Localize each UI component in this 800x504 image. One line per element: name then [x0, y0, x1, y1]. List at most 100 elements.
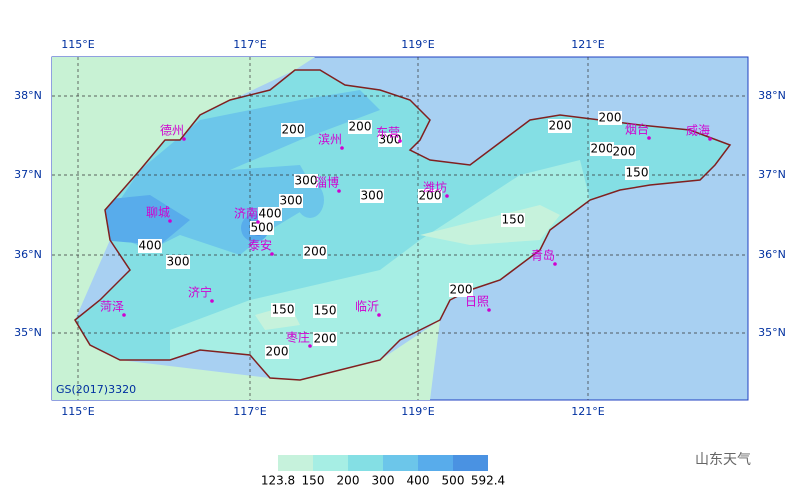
- legend-label: 200: [337, 474, 360, 488]
- contour-label-bg: [548, 119, 572, 133]
- contour-label-bg: [271, 303, 295, 317]
- city-label: 淄博: [315, 175, 339, 190]
- contour-label-bg: [313, 332, 337, 346]
- city-label: 威海: [686, 123, 710, 138]
- lon-label: 121°E: [571, 38, 604, 51]
- city-dot: [708, 137, 712, 141]
- legend-label: 500: [442, 474, 465, 488]
- contour-label: 200: [266, 345, 289, 359]
- city-label: 菏泽: [100, 300, 124, 314]
- city-label: 德州: [160, 123, 184, 138]
- contour-label-bg: [294, 174, 318, 188]
- contour-label: 200: [304, 245, 327, 259]
- contour-label-bg: [590, 142, 614, 156]
- contour-label-bg: [348, 120, 372, 134]
- lon-label: 121°E: [571, 405, 604, 418]
- contour-label-bg: [449, 283, 473, 297]
- city-dot: [308, 344, 312, 348]
- legend-swatch: [418, 455, 453, 471]
- legend-label: 300: [372, 474, 395, 488]
- contour-label: 150: [626, 166, 649, 180]
- contour-label: 300: [379, 133, 402, 147]
- city-dot: [398, 139, 402, 143]
- contour-label: 200: [613, 145, 636, 159]
- contour-label: 150: [502, 213, 525, 227]
- city-label: 聊城: [146, 206, 170, 220]
- contour-label-bg: [279, 194, 303, 208]
- city-label: 日照: [465, 295, 489, 309]
- contour-label-bg: [281, 123, 305, 137]
- contour-label-bg: [303, 245, 327, 259]
- city-label: 临沂: [355, 300, 379, 314]
- legend-label: 123.8: [261, 474, 295, 488]
- lon-label: 119°E: [401, 38, 434, 51]
- city-dot: [340, 146, 344, 150]
- contour-label-bg: [138, 239, 162, 253]
- city-label: 济宁: [188, 285, 212, 300]
- contour-label-bg: [378, 133, 402, 147]
- contour-label-bg: [598, 111, 622, 125]
- contour-label-bg: [258, 207, 282, 221]
- contour-label: 200: [349, 120, 372, 134]
- contour-label: 400: [259, 207, 282, 221]
- lat-label: 38°N: [14, 89, 42, 102]
- lon-label: 119°E: [401, 405, 434, 418]
- contour-label: 300: [167, 255, 190, 269]
- lon-label: 117°E: [233, 38, 266, 51]
- contour-label: 200: [282, 123, 305, 137]
- legend-label: 592.4: [471, 474, 505, 488]
- legend-swatch: [348, 455, 383, 471]
- contour-label-bg: [265, 345, 289, 359]
- contour-label-bg: [313, 304, 337, 318]
- contour-label-bg: [501, 213, 525, 227]
- contour-label: 200: [450, 283, 473, 297]
- city-dot: [377, 313, 381, 317]
- city-dot: [270, 252, 274, 256]
- legend-label: 150: [302, 474, 325, 488]
- city-label: 潍坊: [423, 180, 447, 195]
- legend-swatch: [313, 455, 348, 471]
- city-dot: [445, 194, 449, 198]
- city-label: 泰安: [248, 238, 272, 253]
- contour-label-bg: [612, 145, 636, 159]
- legend-label: 400: [407, 474, 430, 488]
- contour-label-bg: [360, 189, 384, 203]
- lat-label: 37°N: [14, 168, 42, 181]
- contour-label: 150: [314, 304, 337, 318]
- city-dot: [553, 262, 557, 266]
- city-label: 青岛: [531, 248, 555, 263]
- contour-label-bg: [250, 221, 274, 235]
- lat-label: 38°N: [758, 89, 786, 102]
- contour-label: 300: [280, 194, 303, 208]
- lat-label: 35°N: [14, 326, 42, 339]
- city-label: 烟台: [625, 122, 649, 137]
- city-dot: [182, 137, 186, 141]
- contour-label: 500: [251, 221, 274, 235]
- watermark: 山东天气: [695, 452, 751, 468]
- city-dot: [168, 219, 172, 223]
- land: [52, 57, 440, 400]
- city-label: 枣庄: [286, 330, 310, 345]
- legend-swatch: [383, 455, 418, 471]
- city-label: 滨州: [318, 132, 342, 147]
- lon-label: 117°E: [233, 405, 266, 418]
- contour-label: 400: [139, 239, 162, 253]
- contour-label: 300: [361, 189, 384, 203]
- city-dot: [337, 189, 341, 193]
- legend-swatch: [453, 455, 488, 471]
- zone-300-400: [296, 182, 324, 218]
- lat-label: 36°N: [14, 248, 42, 261]
- city-dot: [256, 220, 260, 224]
- zone-400-500: [100, 195, 190, 245]
- contour-label-bg: [625, 166, 649, 180]
- contour-label: 150: [272, 303, 295, 317]
- lon-label: 115°E: [61, 38, 94, 51]
- contour-label: 200: [419, 189, 442, 203]
- legend-swatch: [278, 455, 313, 471]
- city-dot: [487, 308, 491, 312]
- city-label: 济南: [234, 206, 258, 221]
- city-dot: [647, 136, 651, 140]
- city-dot: [210, 299, 214, 303]
- contour-label: 200: [549, 119, 572, 133]
